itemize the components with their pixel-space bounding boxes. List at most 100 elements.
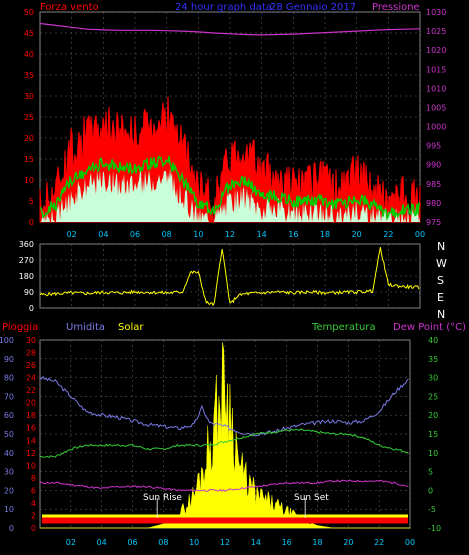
direction-tick-label: 180 [19, 272, 34, 281]
series-line-temperature [39, 428, 409, 459]
bottom-x-tick-label: 06 [127, 538, 137, 547]
top-right-tick-label: 1000 [426, 123, 446, 132]
top-left-tick-label: 50 [24, 8, 34, 17]
series-line-dewpoint [39, 479, 409, 492]
top-left-tick-label: 5 [29, 197, 34, 206]
compass-n-top: N [437, 240, 445, 253]
top-right-tick-label: 1030 [426, 8, 446, 17]
rain-tick-label: 10 [26, 461, 36, 470]
rain-tick-label: 14 [26, 436, 36, 445]
rain-tick-label: 18 [26, 411, 36, 420]
top-right-tick-label: 980 [426, 199, 441, 208]
rain-tick-label: 8 [31, 474, 36, 483]
bottom-x-tick-label: 08 [158, 538, 168, 547]
wind-direction-panel: 0 90 180 270 360 [19, 240, 421, 313]
top-left-tick-label: 0 [29, 218, 34, 227]
rain-tick-label: 24 [26, 374, 36, 383]
series-line-humidity [39, 375, 409, 437]
bottom-x-tick-label: 00 [405, 538, 415, 547]
rain-tick-label: 12 [26, 449, 36, 458]
bottom-x-tick-label: 18 [312, 538, 322, 547]
compass-w: W [436, 257, 447, 270]
series-bar-rain-edge [42, 514, 408, 518]
bottom-x-tick-label: 20 [343, 538, 353, 547]
temp-tick-label: 10 [428, 449, 438, 458]
rain-label: Pioggia [2, 322, 38, 333]
humidity-tick-label: 40 [4, 449, 14, 458]
top-right-tick-label: 990 [426, 161, 441, 170]
top-x-tick-label: 18 [320, 230, 330, 239]
humidity-temperature-panel: 0102030405060708090100024681012141618202… [0, 336, 441, 547]
top-right-tick-label: 1020 [426, 46, 446, 55]
temp-tick-label: 40 [428, 336, 438, 345]
temp-tick-label: 25 [428, 392, 438, 401]
series-area-solar [40, 342, 410, 529]
humidity-label: Umidita [66, 322, 105, 333]
direction-tick-label: 90 [24, 288, 34, 297]
bottom-x-tick-label: 04 [97, 538, 107, 547]
rain-tick-label: 2 [31, 511, 36, 520]
dewpoint-label: Dew Point (°C) [393, 322, 466, 333]
top-left-tick-label: 35 [24, 71, 34, 80]
rain-tick-label: 6 [31, 486, 36, 495]
series-line-direction [39, 247, 420, 307]
direction-tick-label: 360 [19, 240, 34, 249]
compass-e: E [437, 291, 444, 304]
humidity-tick-label: 90 [4, 355, 14, 364]
top-left-tick-label: 15 [24, 155, 34, 164]
compass-n-bottom: N [437, 308, 445, 321]
pressure-label: Pressione [372, 2, 420, 13]
series-bar-rain [42, 517, 408, 524]
top-x-tick-label: 06 [130, 230, 140, 239]
humidity-tick-label: 50 [4, 430, 14, 439]
top-right-tick-label: 975 [426, 218, 441, 227]
temp-tick-label: 35 [428, 355, 438, 364]
rain-tick-label: 4 [31, 499, 36, 508]
top-left-tick-label: 40 [24, 50, 34, 59]
top-x-tick-label: 14 [257, 230, 267, 239]
series-line-pressure [39, 22, 421, 36]
top-x-tick-label: 02 [67, 230, 77, 239]
temp-tick-label: 30 [428, 374, 438, 383]
humidity-tick-label: 20 [4, 486, 14, 495]
humidity-tick-label: 0 [9, 524, 14, 533]
sun-set-label: Sun Set [294, 493, 329, 503]
rain-tick-label: 26 [26, 361, 36, 370]
rain-tick-label: 28 [26, 349, 36, 358]
humidity-tick-label: 80 [4, 374, 14, 383]
rain-tick-label: 30 [26, 336, 36, 345]
top-x-tick-label: 12 [225, 230, 235, 239]
top-right-tick-label: 1005 [426, 103, 446, 112]
top-x-tick-label: 22 [383, 230, 393, 239]
chart-title: 24 hour graph data [175, 2, 272, 13]
top-x-tick-label: 20 [352, 230, 362, 239]
top-x-tick-label: 10 [193, 230, 203, 239]
wind-strength-label: Forza vento [40, 2, 99, 13]
temp-tick-label: 0 [428, 486, 433, 495]
humidity-tick-label: 30 [4, 468, 14, 477]
bottom-x-tick-label: 10 [189, 538, 199, 547]
rain-tick-label: 20 [26, 399, 36, 408]
bottom-x-tick-label: 14 [251, 538, 261, 547]
rain-tick-label: 0 [31, 524, 36, 533]
temp-tick-label: 15 [428, 430, 438, 439]
top-x-tick-label: 04 [98, 230, 108, 239]
top-left-tick-label: 20 [24, 134, 34, 143]
temp-tick-label: -5 [428, 505, 436, 514]
top-x-tick-label: 00 [415, 230, 425, 239]
top-right-tick-label: 1015 [426, 65, 446, 74]
top-left-tick-label: 25 [24, 113, 34, 122]
top-x-tick-label: 16 [288, 230, 298, 239]
temp-tick-label: -10 [428, 524, 441, 533]
bottom-x-tick-label: 22 [374, 538, 384, 547]
bottom-x-tick-label: 02 [66, 538, 76, 547]
wind-pressure-panel: 0510152025303540455097598098599099510001… [24, 8, 447, 239]
solar-label: Solar [118, 322, 144, 333]
temperature-label: Temperatura [311, 322, 376, 333]
humidity-tick-label: 100 [0, 336, 14, 345]
series-line-low [40, 168, 420, 222]
rain-tick-label: 16 [26, 424, 36, 433]
top-right-tick-label: 995 [426, 142, 441, 151]
direction-tick-label: 270 [19, 256, 34, 265]
